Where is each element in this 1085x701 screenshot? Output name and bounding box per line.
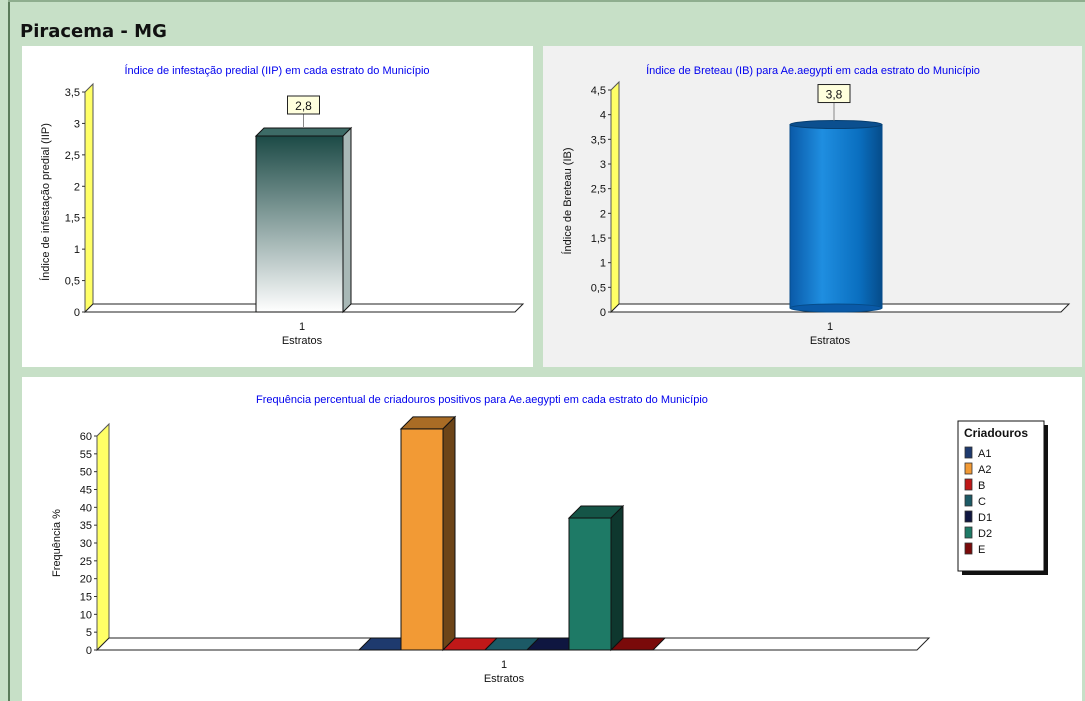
y-tick-label: 10 <box>80 609 92 621</box>
y-tick-label: 2,5 <box>65 150 80 162</box>
iip-chart: Índice de infestação predial (IIP) em ca… <box>39 64 525 347</box>
left-border <box>8 0 10 701</box>
data-label: 3,8 <box>826 88 843 102</box>
y-tick-label: 40 <box>80 502 92 514</box>
y-tick-label: 2 <box>600 208 606 220</box>
legend-swatch-c <box>964 494 973 507</box>
legend-entry-b: B <box>978 480 985 492</box>
y-tick-label: 3,5 <box>65 87 80 99</box>
ib-bar <box>789 124 883 309</box>
y-tick-label: 5 <box>86 627 92 639</box>
legend-swatch-e <box>964 542 973 555</box>
top-border <box>8 0 1085 2</box>
axis-wall <box>84 82 94 314</box>
y-tick-label: 25 <box>80 556 92 568</box>
y-tick-label: 3 <box>74 118 80 130</box>
chart-title: Frequência percentual de criadouros posi… <box>256 394 708 406</box>
y-tick-label: 4,5 <box>591 85 606 97</box>
y-tick-label: 1,5 <box>65 213 80 225</box>
chart-title: Índice de infestação predial (IIP) em ca… <box>124 64 429 77</box>
legend-title: Criadouros <box>964 426 1028 440</box>
y-tick-label: 0,5 <box>591 282 606 294</box>
iip-bar <box>255 135 344 313</box>
x-tick-label: 1 <box>501 659 507 671</box>
ib-chart-panel: Índice de Breteau (IB) para Ae.aegypti e… <box>543 46 1082 367</box>
data-label-box <box>817 84 851 104</box>
legend-entry-a1: A1 <box>978 448 991 460</box>
y-tick-label: 35 <box>80 520 92 532</box>
ib-bar-top <box>789 120 883 130</box>
frequency-chart-panel: Frequência percentual de criadouros posi… <box>22 377 1082 701</box>
legend-swatch-b <box>964 478 973 491</box>
x-axis-label: Estratos <box>282 335 323 347</box>
bar-side-a2 <box>442 415 456 652</box>
frequency-chart: Frequência percentual de criadouros posi… <box>51 394 1048 685</box>
y-tick-label: 60 <box>80 431 92 443</box>
y-tick-label: 0 <box>86 645 92 657</box>
x-tick-label: 1 <box>827 321 833 333</box>
y-axis-label: Índice de infestação predial (IIP) <box>39 123 52 281</box>
legend-swatch-a2 <box>964 462 973 475</box>
legend-entry-c: C <box>978 496 986 508</box>
ib-bar-base <box>789 303 883 313</box>
iip-chart-panel: Índice de infestação predial (IIP) em ca… <box>22 46 533 367</box>
y-tick-label: 1 <box>600 258 606 270</box>
bar-e <box>609 637 667 651</box>
legend-swatch-a1 <box>964 446 973 459</box>
axis-wall <box>96 422 110 652</box>
y-tick-label: 1,5 <box>591 233 606 245</box>
x-axis-label: Estratos <box>810 335 851 347</box>
x-tick-label: 1 <box>299 321 305 333</box>
y-tick-label: 45 <box>80 485 92 497</box>
y-tick-label: 0 <box>600 307 606 319</box>
legend-swatch-d1 <box>964 510 973 523</box>
y-tick-label: 3 <box>600 159 606 171</box>
iip-bar-top <box>254 127 353 137</box>
iip-bar-side <box>342 126 352 314</box>
y-tick-label: 2,5 <box>591 184 606 196</box>
data-label: 2,8 <box>295 99 312 113</box>
bar-side-d2 <box>610 504 624 652</box>
y-tick-label: 55 <box>80 449 92 461</box>
y-tick-label: 4 <box>600 110 606 122</box>
y-axis-label: Índice de Breteau (IB) <box>561 147 574 254</box>
y-tick-label: 3,5 <box>591 134 606 146</box>
y-tick-label: 0,5 <box>65 276 80 288</box>
legend-entry-d1: D1 <box>978 512 992 524</box>
bar-a2 <box>400 428 444 651</box>
y-tick-label: 20 <box>80 574 92 586</box>
y-axis-label: Frequência % <box>51 509 63 577</box>
legend-entry-a2: A2 <box>978 464 991 476</box>
y-tick-label: 1 <box>74 244 80 256</box>
legend-swatch-d2 <box>964 526 973 539</box>
page-title: Piracema - MG <box>20 21 167 42</box>
y-tick-label: 0 <box>74 307 80 319</box>
y-tick-label: 2 <box>74 181 80 193</box>
axis-wall <box>610 80 620 314</box>
y-tick-label: 15 <box>80 592 92 604</box>
data-label-box <box>287 95 320 115</box>
legend-entry-e: E <box>978 544 985 556</box>
chart-title: Índice de Breteau (IB) para Ae.aegypti e… <box>646 64 980 77</box>
ib-chart: Índice de Breteau (IB) para Ae.aegypti e… <box>561 64 1071 347</box>
bar-d2 <box>568 517 612 651</box>
y-tick-label: 50 <box>80 467 92 479</box>
legend-entry-d2: D2 <box>978 528 992 540</box>
y-tick-label: 30 <box>80 538 92 550</box>
x-axis-label: Estratos <box>484 673 525 685</box>
